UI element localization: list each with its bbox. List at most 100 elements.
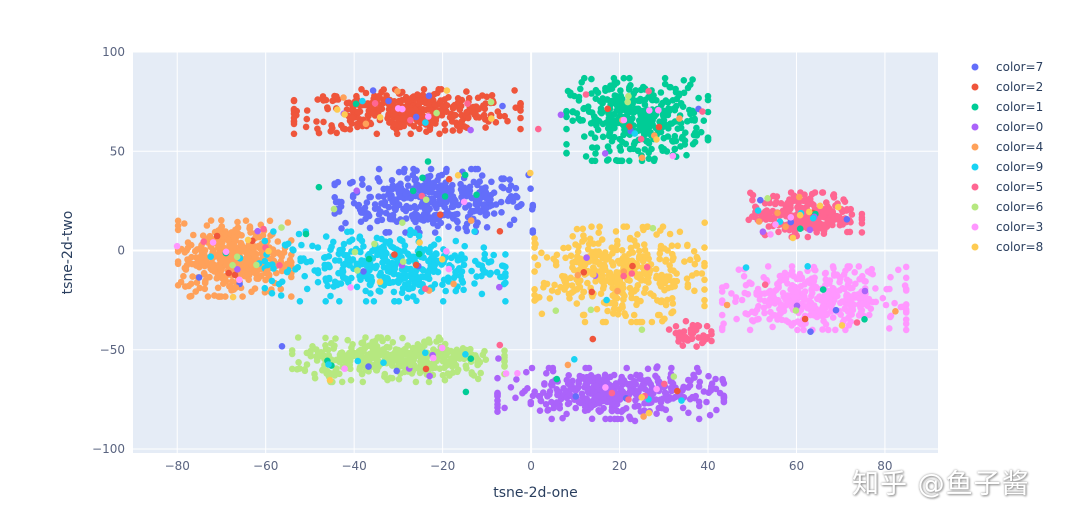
scatter-point — [502, 298, 509, 305]
legend-item[interactable]: color=7 — [971, 60, 1044, 74]
scatter-point — [473, 191, 480, 199]
legend-label: color=8 — [996, 240, 1043, 254]
scatter-point — [836, 278, 843, 286]
scatter-point — [261, 284, 269, 292]
scatter-point — [333, 129, 341, 137]
scatter-point — [829, 286, 837, 293]
scatter-point — [278, 224, 285, 231]
scatter-point — [848, 211, 856, 218]
scatter-point — [420, 254, 427, 261]
scatter-point — [625, 86, 633, 93]
scatter-point — [265, 247, 272, 255]
scatter-point — [328, 340, 335, 347]
scatter-point — [331, 180, 339, 187]
scatter-point — [643, 376, 651, 384]
scatter-point — [761, 281, 769, 289]
legend-item[interactable]: color=1 — [971, 100, 1044, 114]
scatter-point — [669, 295, 676, 302]
scatter-point — [617, 87, 624, 94]
legend-marker — [971, 183, 979, 191]
scatter-point — [640, 413, 647, 420]
scatter-point — [284, 219, 292, 226]
legend-item[interactable]: color=5 — [971, 180, 1044, 194]
scatter-point — [220, 280, 227, 288]
legend-item[interactable]: color=3 — [971, 220, 1044, 234]
scatter-point — [454, 210, 461, 218]
scatter-point — [268, 290, 276, 297]
scatter-point — [408, 254, 416, 262]
scatter-point — [336, 298, 343, 305]
legend-marker — [971, 143, 979, 151]
scatter-point — [603, 296, 610, 304]
scatter-point — [404, 175, 411, 182]
scatter-point — [414, 364, 422, 372]
scatter-point — [269, 261, 276, 268]
scatter-point — [426, 248, 433, 255]
scatter-point — [254, 227, 261, 235]
scatter-point — [424, 158, 432, 165]
scatter-point — [517, 114, 524, 122]
scatter-point — [384, 334, 391, 342]
scatter-point — [679, 103, 687, 110]
legend-item[interactable]: color=9 — [971, 160, 1044, 174]
scatter-point — [339, 268, 347, 276]
scatter-point — [651, 113, 658, 120]
scatter-point — [189, 273, 196, 280]
scatter-point — [363, 199, 371, 206]
legend-item[interactable]: color=8 — [971, 240, 1044, 254]
legend-item[interactable]: color=0 — [971, 120, 1044, 134]
scatter-point — [751, 309, 759, 317]
scatter-point — [604, 125, 612, 132]
scatter-point — [453, 217, 461, 225]
scatter-point — [224, 236, 232, 244]
scatter-point — [450, 280, 457, 288]
legend[interactable]: color=7 color=2 color=1 color=0 color=4 color… — [971, 60, 1044, 254]
scatter-point — [249, 250, 256, 257]
legend-item[interactable]: color=4 — [971, 140, 1044, 154]
scatter-point — [384, 115, 391, 122]
scatter-point — [412, 113, 420, 121]
scatter-point — [810, 263, 818, 271]
scatter-point — [591, 157, 599, 165]
scatter-point — [222, 255, 230, 263]
scatter-point — [563, 141, 570, 148]
scatter-point — [593, 382, 601, 390]
scatter-point — [455, 354, 462, 362]
scatter-point — [462, 204, 469, 211]
legend-item[interactable]: color=2 — [971, 80, 1044, 94]
scatter-point — [674, 125, 682, 132]
scatter-point — [262, 276, 269, 284]
scatter-point — [462, 224, 469, 231]
scatter-point — [510, 216, 518, 224]
scatter-point — [662, 301, 670, 309]
scatter-point — [204, 293, 212, 300]
scatter-point — [579, 225, 587, 233]
scatter-point — [437, 211, 444, 218]
scatter-point — [670, 373, 678, 380]
scatter-point — [659, 99, 666, 107]
scatter-point — [206, 232, 214, 240]
scatter-point — [242, 217, 250, 224]
scatter-point — [657, 89, 665, 96]
scatter-point — [407, 226, 414, 234]
scatter-point — [366, 266, 373, 274]
scatter-point — [207, 253, 214, 260]
scatter-point — [439, 358, 447, 365]
scatter-point — [496, 228, 504, 235]
scatter-point — [309, 242, 316, 250]
scatter-point — [843, 216, 851, 223]
scatter-point — [181, 220, 188, 227]
scatter-point — [399, 186, 406, 194]
scatter-point — [180, 272, 187, 280]
scatter-point — [689, 321, 697, 329]
scatter-point — [348, 236, 356, 243]
scatter-point — [682, 317, 690, 325]
scatter-point — [502, 251, 509, 258]
scatter-point — [755, 218, 763, 225]
scatter-point — [399, 285, 407, 292]
scatter-point — [654, 311, 662, 319]
scatter-point — [805, 208, 813, 216]
scatter-point — [872, 285, 879, 292]
legend-item[interactable]: color=6 — [971, 200, 1044, 214]
scatter-point — [821, 297, 828, 305]
